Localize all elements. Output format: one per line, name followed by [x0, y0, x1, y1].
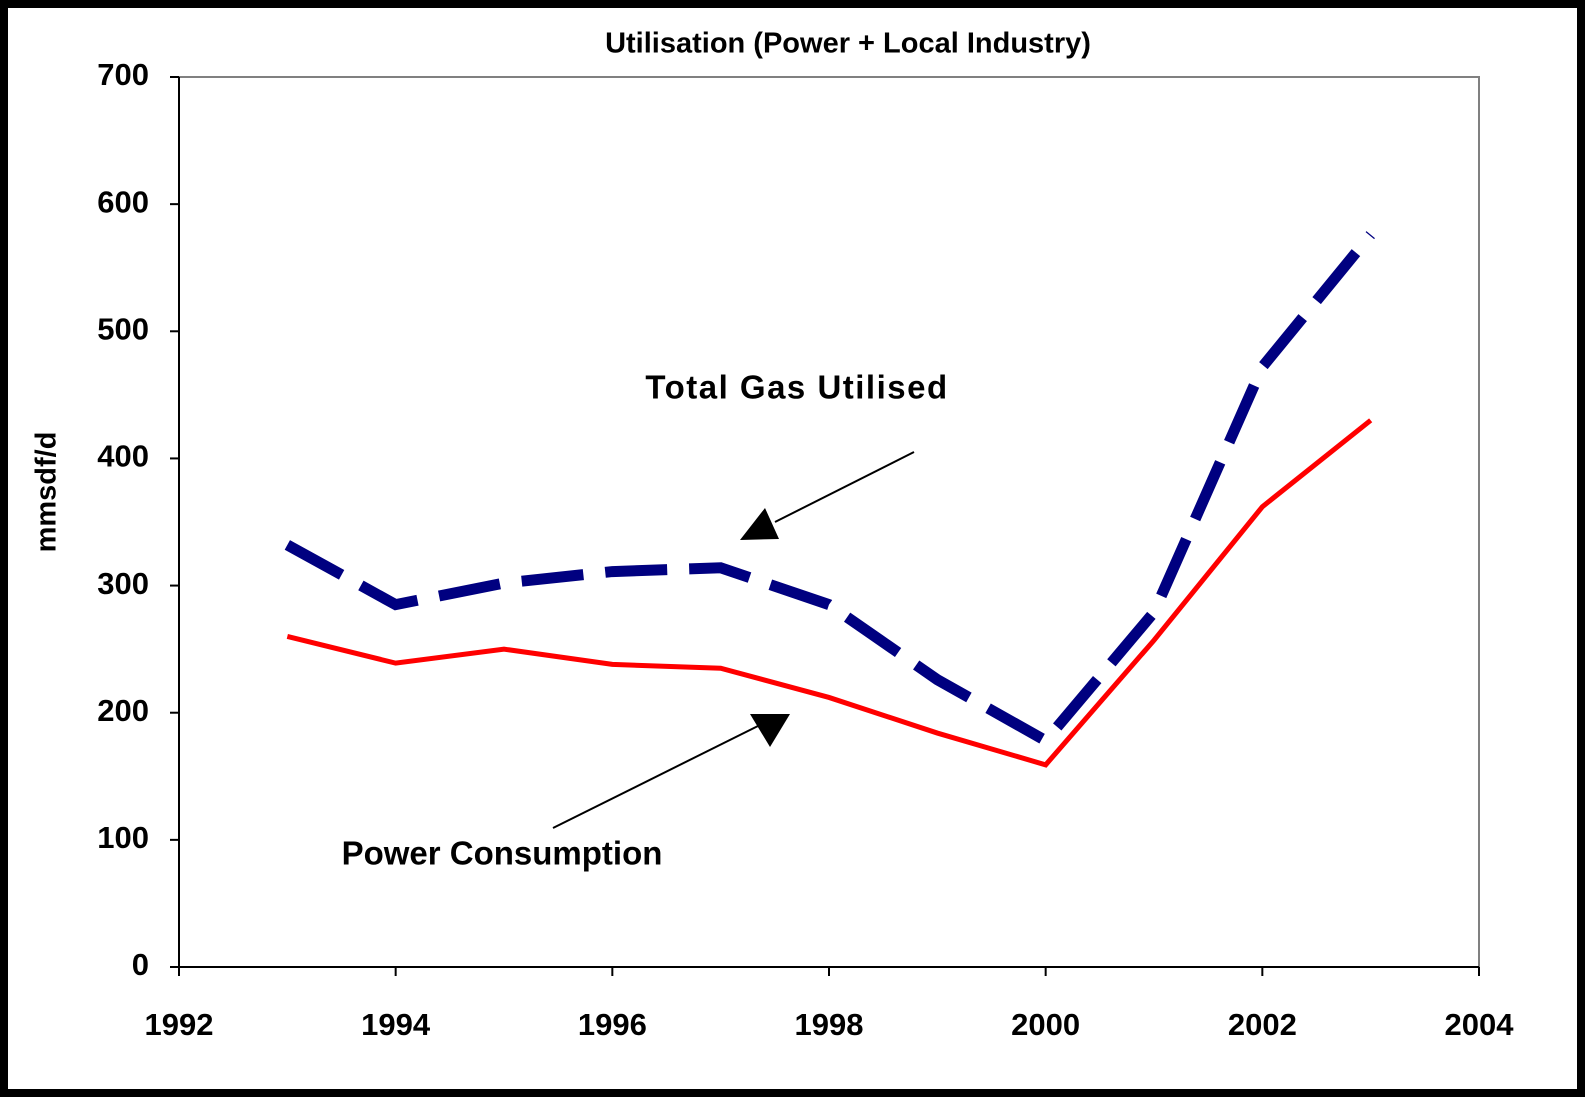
annotation: Total Gas Utilised: [645, 369, 948, 406]
x-tick-label: 2004: [1445, 1007, 1515, 1042]
annotation-arrow: [552, 723, 763, 829]
y-tick-label: 300: [97, 566, 149, 601]
data-line: [284, 231, 1375, 748]
arrow-head: [750, 714, 790, 747]
x-tick-label: 2000: [1011, 1007, 1080, 1042]
x-tick-label: 1992: [145, 1007, 214, 1042]
arrow-head: [740, 508, 779, 540]
y-tick-label: 400: [97, 439, 149, 474]
x-tick-label: 1996: [578, 1007, 647, 1042]
x-tick-label: 1998: [795, 1007, 864, 1042]
y-tick-label: 500: [97, 311, 149, 346]
y-tick-label: 100: [97, 820, 149, 855]
annotation-arrow: [774, 451, 915, 523]
annotation: Power Consumption: [342, 835, 663, 872]
data-line: [286, 418, 1373, 768]
y-tick-label: 600: [97, 184, 149, 219]
y-tick-label: 0: [132, 947, 149, 982]
y-tick-label: 700: [97, 57, 149, 92]
y-axis-label: mmsdf/d: [31, 432, 63, 553]
y-tick-label: 200: [97, 693, 149, 728]
x-tick-label: 1994: [361, 1007, 431, 1042]
x-tick-label: 2002: [1228, 1007, 1297, 1042]
chart-title: Utilisation (Power + Local Industry): [605, 28, 1091, 60]
